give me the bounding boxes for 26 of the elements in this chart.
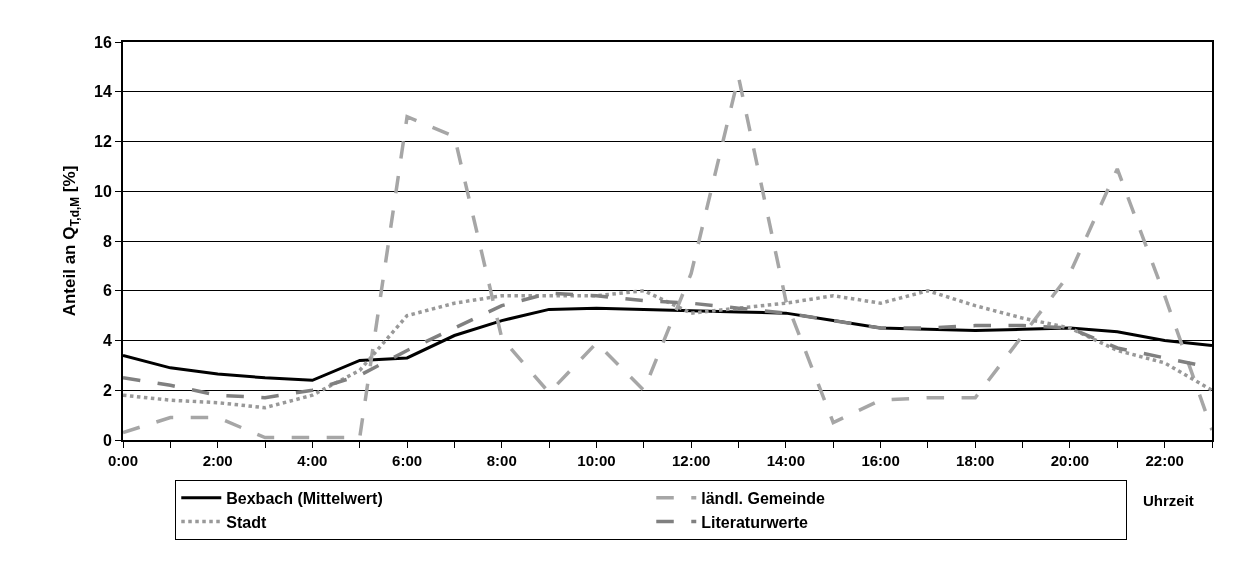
- x-tick-label: 18:00: [956, 452, 995, 469]
- y-tick-label: 4: [102, 332, 112, 350]
- y-tick-label: 8: [102, 232, 112, 250]
- x-tick-label: 2:00: [202, 452, 233, 469]
- x-tick-label: 10:00: [577, 452, 616, 469]
- y-tick-label: 2: [102, 381, 112, 399]
- x-tick-label: 4:00: [297, 452, 328, 469]
- x-tick-label: 6:00: [392, 452, 423, 469]
- x-tick-label: 8:00: [486, 452, 517, 469]
- y-tick-label: 16: [94, 33, 112, 51]
- y-tick-label: 0: [102, 431, 112, 449]
- x-tick-label: 12:00: [671, 452, 711, 469]
- x-tick-label: 16:00: [861, 452, 900, 469]
- y-tick-label: 10: [94, 182, 112, 200]
- legend-label: ländl. Gemeinde: [701, 489, 825, 507]
- y-tick-label: 6: [102, 282, 112, 300]
- legend-label: Stadt: [226, 513, 267, 531]
- x-tick-label: 22:00: [1145, 452, 1184, 469]
- legend-label: Bexbach (Mittelwert): [226, 489, 383, 507]
- x-tick-label: 20:00: [1050, 452, 1090, 469]
- y-tick-label: 12: [94, 133, 112, 151]
- y-tick-label: 14: [94, 83, 112, 101]
- x-tick-label: 0:00: [107, 452, 139, 469]
- x-axis-title: Uhrzeit: [1143, 492, 1194, 509]
- legend-label: Literaturwerte: [701, 513, 809, 531]
- x-tick-label: 14:00: [766, 452, 806, 469]
